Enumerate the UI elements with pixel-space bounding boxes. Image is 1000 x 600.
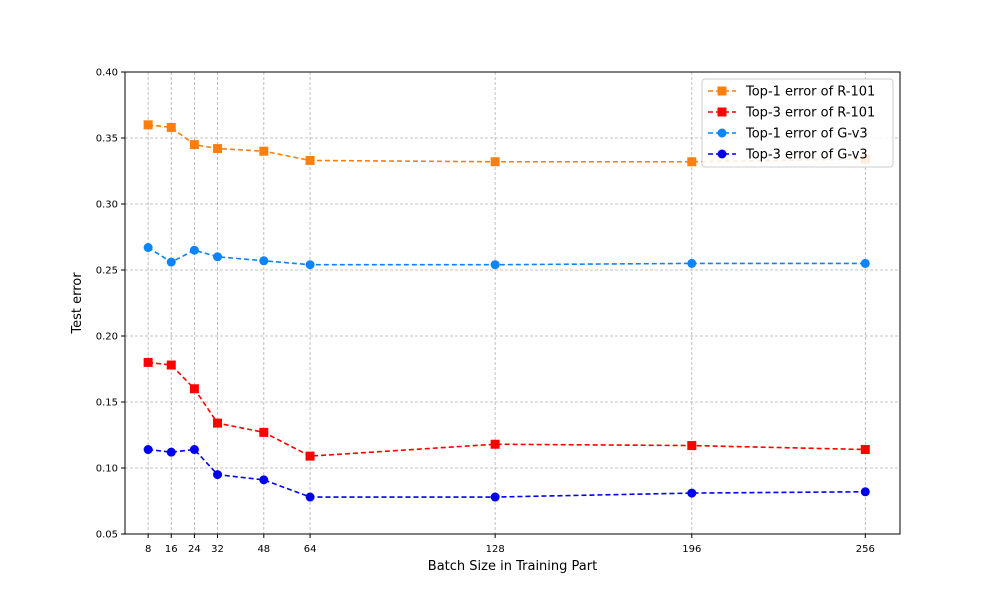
x-tick-label: 24 [188, 544, 201, 555]
data-point [687, 157, 697, 167]
series-layer [143, 120, 870, 502]
data-point [305, 451, 315, 461]
data-point [143, 120, 153, 130]
data-point [305, 260, 315, 270]
series-line [148, 448, 866, 498]
data-point [166, 257, 176, 267]
x-axis-label: Batch Size in Training Part [428, 559, 597, 574]
legend-item: Top-1 error of G-v3 [708, 127, 868, 142]
legend-item: Top-1 error of R-101 [708, 85, 875, 100]
x-tick-label: 16 [165, 544, 178, 555]
series-2 [143, 357, 870, 461]
axis-ticks: 8 16 24 32 48 64 128 196 256 0.05 0.10 0.15 0.20 0.25… [96, 68, 875, 556]
data-point [143, 243, 153, 253]
series-4 [143, 445, 870, 502]
legend-marker [717, 107, 727, 117]
data-point [143, 445, 153, 455]
data-point [490, 492, 500, 502]
data-point [860, 445, 870, 455]
data-point [259, 256, 269, 266]
y-tick-label: 0.25 [96, 266, 118, 277]
legend-marker [717, 128, 727, 138]
data-point [259, 146, 269, 156]
data-point [213, 470, 223, 480]
x-tick-label: 196 [682, 544, 701, 555]
x-tick-label: 128 [486, 544, 505, 555]
legend-marker [717, 149, 727, 159]
legend-item: Top-3 error of R-101 [708, 106, 875, 121]
y-tick-label: 0.20 [96, 332, 118, 343]
series-line [148, 361, 866, 457]
y-tick-label: 0.05 [96, 530, 118, 541]
legend-label: Top-3 error of R-101 [745, 106, 875, 121]
data-point [305, 155, 315, 165]
data-point [213, 252, 223, 262]
data-point [860, 258, 870, 268]
legend-marker [717, 86, 727, 96]
data-point [189, 245, 199, 255]
data-point [213, 144, 223, 154]
data-point [189, 140, 199, 150]
data-point [166, 447, 176, 457]
data-point [189, 384, 199, 394]
data-point [259, 427, 269, 437]
x-tick-label: 32 [211, 544, 224, 555]
x-tick-label: 64 [304, 544, 317, 555]
data-point [166, 360, 176, 370]
data-point [213, 418, 223, 428]
data-point [860, 487, 870, 497]
data-point [490, 157, 500, 167]
y-tick-label: 0.10 [96, 464, 118, 475]
x-tick-label: 8 [145, 544, 151, 555]
y-tick-label: 0.35 [96, 134, 118, 145]
legend: Top-1 error of R-101 Top-3 error of R-101… [701, 78, 894, 168]
data-point [687, 258, 697, 268]
legend-item: Top-3 error of G-v3 [708, 148, 868, 163]
legend-box [701, 78, 894, 168]
data-point [305, 492, 315, 502]
data-point [166, 122, 176, 132]
y-tick-label: 0.40 [96, 68, 118, 79]
y-tick-label: 0.15 [96, 398, 118, 409]
plot-frame [124, 71, 901, 535]
data-point [490, 260, 500, 270]
data-point [687, 441, 697, 451]
legend-label: Top-3 error of G-v3 [745, 148, 868, 163]
y-tick-label: 0.30 [96, 200, 118, 211]
data-point [259, 475, 269, 485]
legend-label: Top-1 error of G-v3 [745, 127, 868, 142]
data-point [189, 445, 199, 455]
series-3 [143, 243, 870, 270]
data-point [143, 357, 153, 367]
x-tick-label: 48 [257, 544, 270, 555]
y-axis-label: Test error [70, 272, 85, 335]
legend-label: Top-1 error of R-101 [745, 85, 875, 100]
series-line [147, 246, 866, 266]
data-point [490, 439, 500, 449]
data-point [687, 488, 697, 498]
x-tick-label: 256 [856, 544, 875, 555]
